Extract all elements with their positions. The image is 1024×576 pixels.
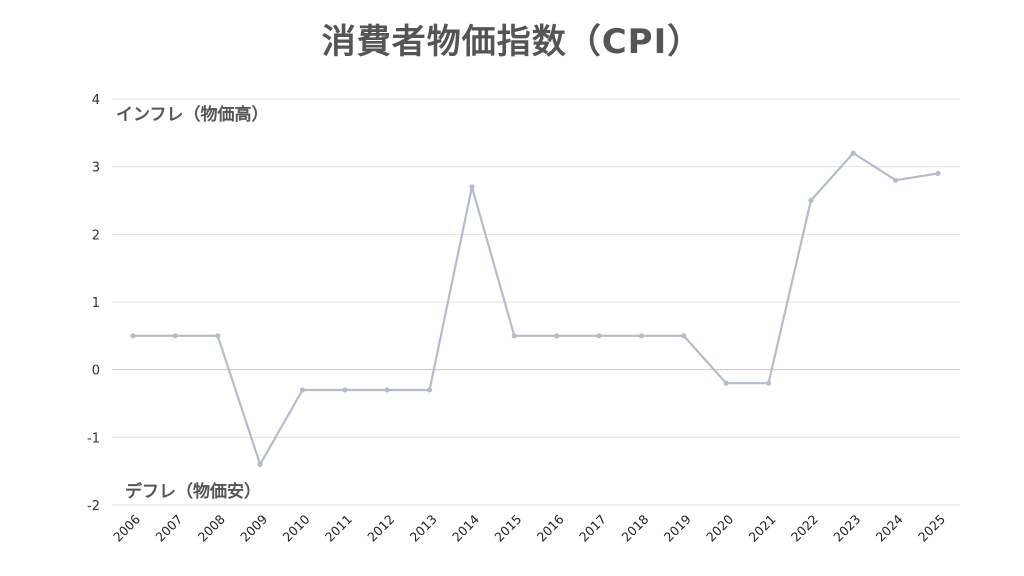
data-point (426, 387, 433, 393)
x-tick-label: 2023 (830, 512, 863, 545)
x-tick-label: 2011 (322, 512, 355, 545)
y-axis-ticks: 4 3 2 1 0 -1 -2 (87, 93, 100, 514)
deflation-annotation: デフレ（物価安） (125, 481, 261, 502)
y-tick-label: 4 (92, 93, 100, 108)
x-tick-label: 2018 (618, 511, 651, 544)
x-tick-label: 2017 (576, 512, 609, 545)
cpi-data-points (130, 150, 941, 467)
y-tick-label: 3 (92, 161, 100, 176)
x-tick-label: 2015 (491, 512, 524, 545)
chart-title: 消費者物価指数（CPI） (321, 22, 703, 62)
y-tick-label: 1 (92, 296, 100, 311)
y-tick-label: 0 (92, 364, 100, 379)
gridlines (112, 98, 960, 506)
x-tick-label: 2010 (279, 511, 312, 544)
x-tick-label: 2012 (364, 512, 397, 545)
data-point (342, 387, 348, 393)
data-point (130, 333, 136, 339)
y-tick-label: 2 (92, 228, 100, 243)
data-point (554, 333, 560, 339)
data-point (765, 380, 772, 386)
x-tick-label: 2008 (195, 511, 228, 544)
x-tick-label: 2024 (873, 511, 906, 544)
data-point (681, 333, 687, 339)
x-tick-label: 2013 (407, 512, 440, 545)
data-point (511, 333, 517, 339)
data-point (299, 387, 306, 393)
inflation-annotation: インフレ（物価高） (116, 104, 269, 125)
x-tick-label: 2025 (915, 512, 948, 545)
y-tick-label: -1 (87, 431, 100, 446)
x-tick-label: 2016 (534, 511, 567, 544)
x-tick-label: 2022 (788, 512, 821, 545)
data-point (723, 380, 729, 386)
data-point (172, 333, 178, 339)
x-tick-label: 2021 (746, 512, 779, 545)
x-tick-label: 2009 (237, 511, 270, 544)
data-point (596, 333, 602, 339)
x-tick-label: 2019 (661, 511, 694, 544)
x-tick-label: 2007 (152, 512, 185, 545)
x-axis-ticks: 2006 2007 2008 2009 2010 2011 2012 2013 2014 2015… (110, 511, 948, 544)
x-tick-label: 2006 (110, 511, 143, 544)
y-tick-label: -2 (87, 499, 100, 514)
x-tick-label: 2020 (703, 511, 736, 544)
data-point (850, 150, 856, 156)
cpi-series-line (133, 152, 939, 466)
x-tick-label: 2014 (449, 511, 482, 544)
data-point (384, 387, 390, 393)
data-point (935, 170, 941, 177)
data-point (638, 333, 645, 339)
data-point (215, 333, 221, 339)
data-point (808, 197, 814, 204)
data-point (893, 177, 899, 183)
data-point (257, 461, 263, 467)
data-point (469, 184, 475, 190)
